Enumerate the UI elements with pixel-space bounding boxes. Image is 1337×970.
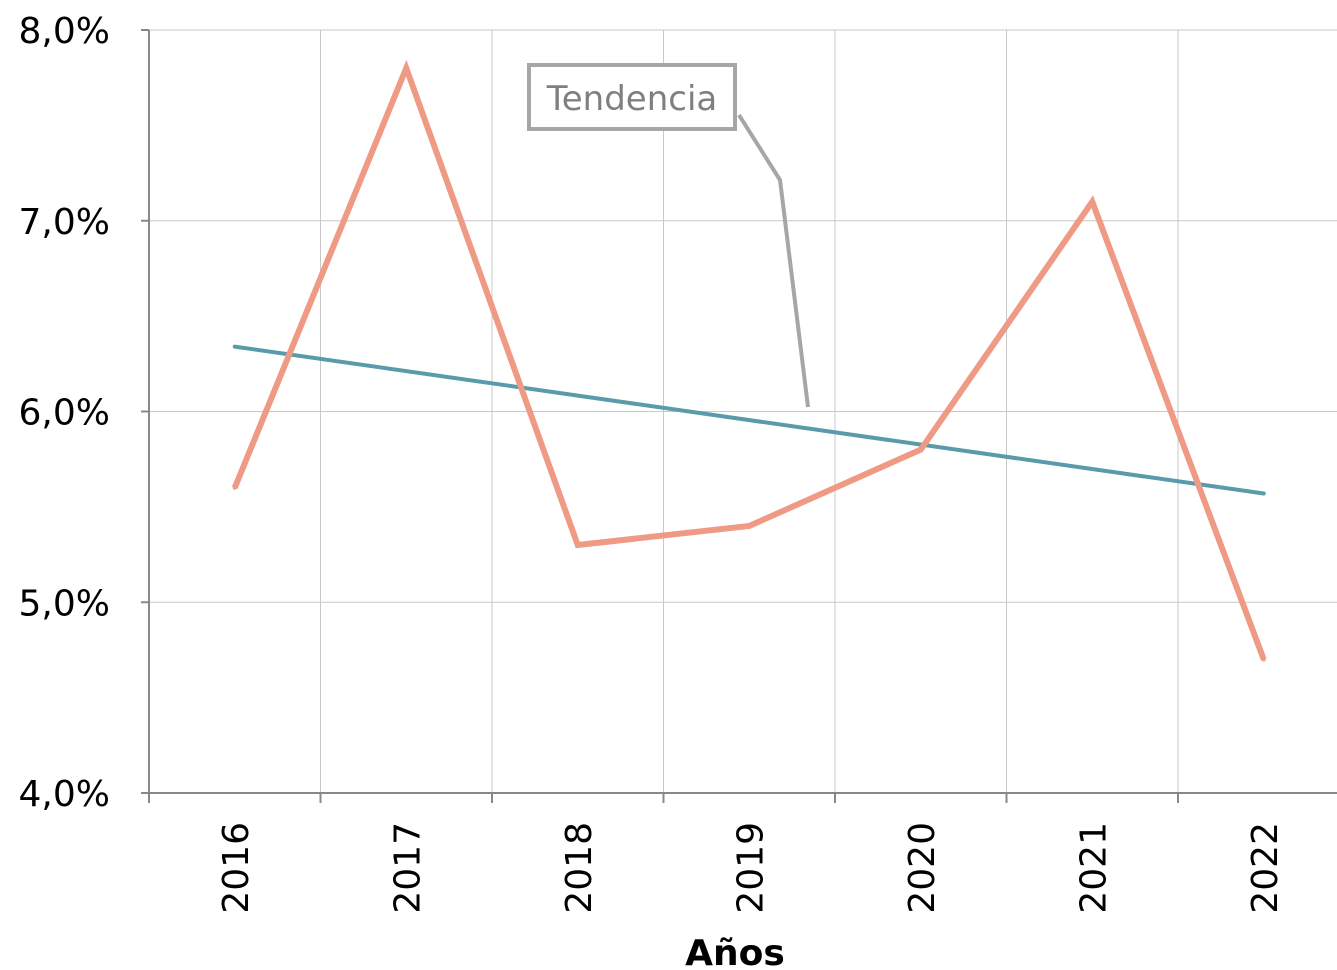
series <box>231 59 1267 662</box>
x-tick-label: 2016 <box>216 822 257 914</box>
trendline <box>232 344 1266 496</box>
y-tick-label: 4,0% <box>19 774 110 815</box>
data-point <box>575 543 580 548</box>
y-tick-label: 5,0% <box>19 583 110 624</box>
y-tick-label: 7,0% <box>19 202 110 243</box>
data-point <box>232 485 237 490</box>
x-tick-label: 2019 <box>730 822 771 914</box>
data-point <box>1090 199 1095 204</box>
x-tick-label: 2020 <box>902 822 943 914</box>
trendline-label-box <box>527 63 737 131</box>
x-tick-label: 2021 <box>1073 822 1114 914</box>
trendline-callout: Tendencia <box>527 63 810 408</box>
series-line <box>231 59 1267 661</box>
trendline-leader-line <box>737 113 810 408</box>
x-axis-title: Años <box>685 933 785 970</box>
data-point <box>918 447 923 452</box>
axes <box>141 29 1337 803</box>
trendline-label: Tendencia <box>546 79 717 119</box>
x-tick-label: 2017 <box>387 822 428 914</box>
data-point <box>404 66 409 71</box>
y-tick-label: 8,0% <box>19 11 110 52</box>
tick-labels: 4,0% 5,0% 6,0% 7,0% 8,0% 2016 2017 2018 2019 2020… <box>19 11 1286 914</box>
data-point <box>1261 657 1266 662</box>
x-tick-label: 2018 <box>559 822 600 914</box>
y-tick-label: 6,0% <box>19 393 110 434</box>
data-point <box>747 523 752 528</box>
grid-lines <box>149 29 1337 793</box>
x-tick-label: 2022 <box>1245 822 1286 914</box>
